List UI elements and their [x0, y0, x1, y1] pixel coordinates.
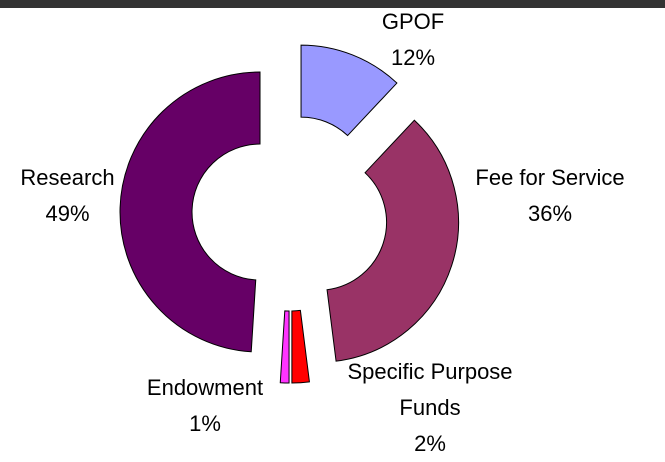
category-label: Endowment	[146, 375, 264, 400]
category-label: Specific Purpose Funds	[347, 359, 513, 420]
slice-label: Research 49%	[0, 160, 135, 232]
value-label: 49%	[45, 201, 90, 226]
category-label: Fee for Service	[475, 165, 625, 190]
slice-label: Specific Purpose Funds 2%	[330, 354, 530, 462]
value-label: 2%	[414, 431, 446, 456]
slice-label: Endowment 1%	[105, 370, 305, 442]
category-label: GPOF	[381, 9, 445, 34]
donut-slice	[300, 44, 398, 137]
top-bar	[0, 0, 665, 8]
donut-slice	[291, 309, 310, 384]
slice-label: GPOF 12%	[343, 4, 483, 76]
slice-label: Fee for Service 36%	[470, 160, 630, 232]
category-label: Research	[20, 165, 115, 190]
donut-slice	[279, 310, 290, 384]
donut-slice	[326, 119, 460, 362]
value-label: 36%	[527, 201, 573, 226]
value-label: 1%	[189, 411, 221, 436]
donut-slice	[119, 71, 261, 353]
value-label: 12%	[390, 45, 436, 70]
